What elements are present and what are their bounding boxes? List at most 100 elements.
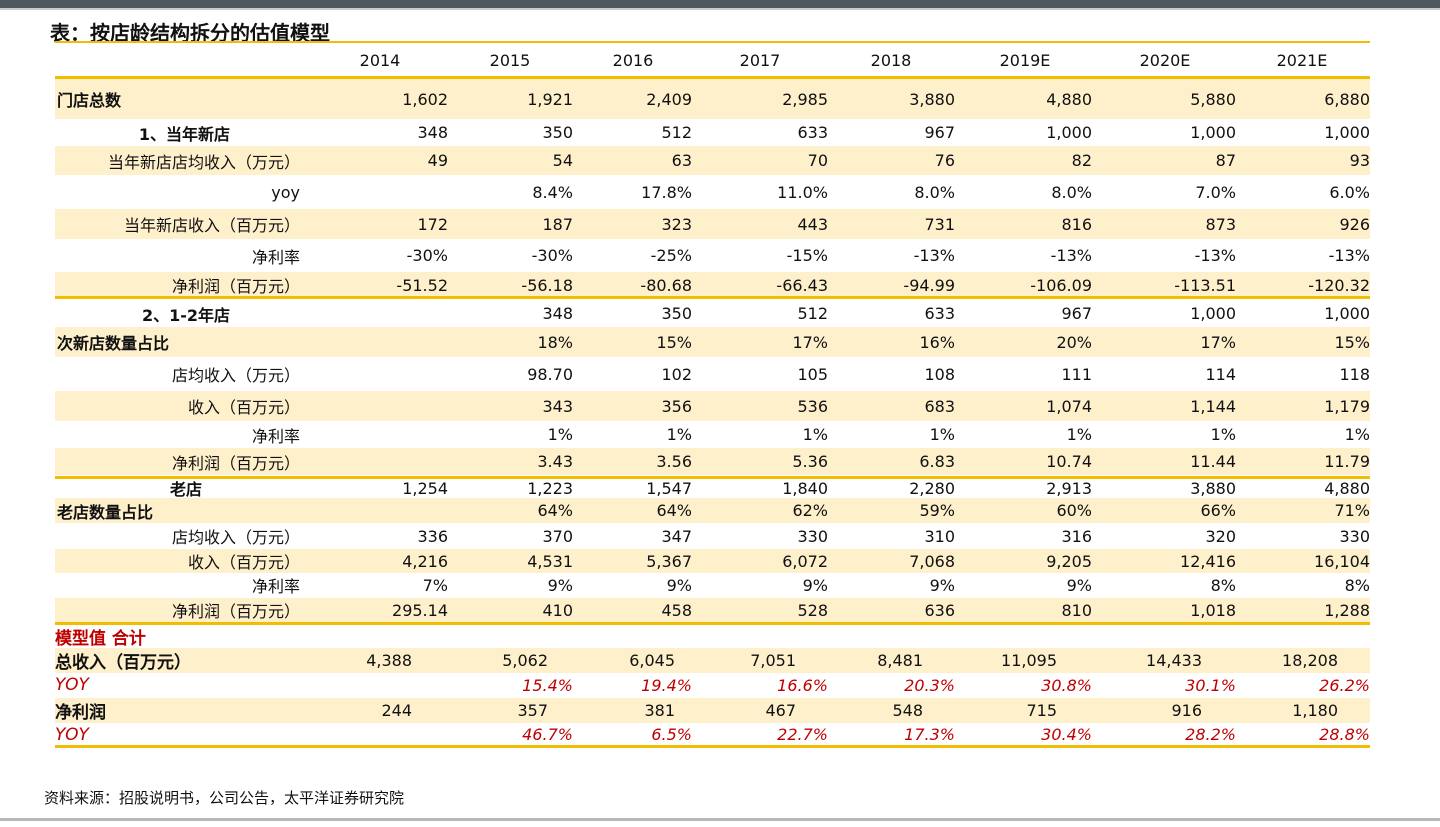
yoy-row: YOY 46.7% 6.5% 22.7% 17.3% 30.4% 28.2% 28.8% xyxy=(55,723,1370,746)
value-cell: 1,602 xyxy=(402,89,448,109)
table-row: 收入（百万元） 343 356 536 683 1,074 1,144 1,179 xyxy=(55,391,1370,421)
row-label: 净利率 xyxy=(251,426,300,446)
top-bar-shadow xyxy=(0,8,1440,10)
value-cell: 1,840 xyxy=(782,478,828,498)
section-rule xyxy=(55,296,1370,299)
value-cell: 3.43 xyxy=(537,452,573,471)
value-cell: 18% xyxy=(537,332,573,352)
row-label: yoy xyxy=(271,182,300,202)
column-header: 2021E xyxy=(1276,50,1328,70)
value-cell: -25% xyxy=(650,246,692,265)
value-cell: 633 xyxy=(797,123,828,142)
value-cell: -13% xyxy=(1194,246,1236,265)
table-row: 门店总数 1,602 1,921 2,409 2,985 3,880 4,880 5,880 6… xyxy=(55,79,1370,119)
row-label: 净利润（百万元） xyxy=(171,277,300,296)
total-row: 净利润 244 357 381 467 548 715 916 1,180 xyxy=(55,698,1370,723)
value-cell: 1,018 xyxy=(1190,600,1236,620)
value-cell: 2,280 xyxy=(909,478,955,498)
yoy-value: 22.7% xyxy=(777,725,828,744)
value-cell: 8.0% xyxy=(1051,182,1092,202)
table-row: 净利润（百万元） 3.43 3.56 5.36 6.83 10.74 11.44 11.79 xyxy=(55,448,1370,475)
value-cell: 11.0% xyxy=(777,182,828,202)
value-cell: 111 xyxy=(1061,364,1092,384)
section-rule xyxy=(55,476,1370,479)
value-cell: 443 xyxy=(797,214,828,234)
value-cell: -94.99 xyxy=(903,275,955,295)
value-cell: 410 xyxy=(542,600,573,620)
total-value: 467 xyxy=(765,701,796,720)
yoy-value: 46.7% xyxy=(522,725,573,744)
value-cell: 105 xyxy=(797,364,828,384)
summary-heading: 模型值 合计 xyxy=(55,628,146,649)
row-label: 净利润（百万元） xyxy=(171,453,300,473)
row-label: 净利润（百万元） xyxy=(171,602,300,621)
yoy-value: 6.5% xyxy=(651,725,692,744)
yoy-value: 28.2% xyxy=(1185,725,1236,744)
table-row: 收入（百万元） 4,216 4,531 5,367 6,072 7,068 9,205 12,… xyxy=(55,549,1370,573)
value-cell: 1% xyxy=(1210,425,1236,444)
value-cell: 108 xyxy=(924,364,955,384)
row-label: 当年新店店均收入（万元） xyxy=(107,152,300,172)
value-cell: 8% xyxy=(1344,575,1370,595)
total-value: 7,051 xyxy=(750,651,796,670)
value-cell: 731 xyxy=(924,214,955,234)
value-cell: 64% xyxy=(537,501,573,520)
value-cell: 64% xyxy=(656,501,692,520)
value-cell: 17.8% xyxy=(641,182,692,202)
total-value: 11,095 xyxy=(1001,651,1057,670)
value-cell: 1% xyxy=(666,425,692,444)
value-cell: 816 xyxy=(1061,214,1092,234)
total-value: 14,433 xyxy=(1146,651,1202,670)
value-cell: 71% xyxy=(1334,501,1370,520)
value-cell: 11.79 xyxy=(1324,452,1370,471)
value-cell: 6,880 xyxy=(1324,89,1370,109)
value-cell: 2,409 xyxy=(646,89,692,109)
value-cell: 1% xyxy=(802,425,828,444)
yoy-value: 30.4% xyxy=(1041,725,1092,744)
value-cell: -106.09 xyxy=(1030,275,1092,295)
value-cell: -13% xyxy=(1328,246,1370,265)
value-cell: 7,068 xyxy=(909,551,955,571)
value-cell: 12,416 xyxy=(1180,551,1236,571)
value-cell: 66% xyxy=(1200,501,1236,520)
value-cell: -15% xyxy=(786,246,828,265)
value-cell: 98.70 xyxy=(527,364,573,384)
value-cell xyxy=(338,498,448,523)
value-cell: 76 xyxy=(934,151,955,170)
yoy-value: 30.8% xyxy=(1041,675,1092,695)
yoy-row: YOY 15.4% 19.4% 16.6% 20.3% 30.8% 30.1% 26.2% xyxy=(55,673,1370,697)
row-label: 店均收入（万元） xyxy=(171,366,300,385)
column-header: 2017 xyxy=(739,50,781,70)
column-header: 2015 xyxy=(489,50,531,70)
total-value: 548 xyxy=(892,701,923,720)
value-cell: 1,288 xyxy=(1324,600,1370,620)
row-label: 净利率 xyxy=(251,577,300,596)
yoy-value: 19.4% xyxy=(641,675,692,695)
yoy-value xyxy=(338,723,448,746)
table-row: 1、当年新店 348 350 512 633 967 1,000 1,000 1,000 xyxy=(55,120,1370,145)
value-cell xyxy=(338,448,448,475)
yoy-value: 30.1% xyxy=(1185,675,1236,695)
value-cell: 3,880 xyxy=(1190,478,1236,498)
value-cell: 8.4% xyxy=(532,182,573,202)
value-cell xyxy=(338,358,448,390)
value-cell: 1,000 xyxy=(1190,123,1236,142)
value-cell: 330 xyxy=(797,526,828,546)
total-value: 18,208 xyxy=(1282,651,1338,670)
total-value: 381 xyxy=(644,701,675,720)
column-header: 2014 xyxy=(359,50,401,70)
total-value: 916 xyxy=(1171,701,1202,720)
value-cell: 9% xyxy=(666,575,692,595)
value-cell: 4,880 xyxy=(1046,89,1092,109)
value-cell: 9% xyxy=(929,575,955,595)
yoy-value: 28.8% xyxy=(1319,725,1370,744)
value-cell: 59% xyxy=(919,501,955,520)
value-cell: 336 xyxy=(417,526,448,546)
value-cell: 1,000 xyxy=(1324,304,1370,323)
value-cell: 1,223 xyxy=(527,478,573,498)
value-cell: 512 xyxy=(797,304,828,323)
value-cell: 17% xyxy=(1200,332,1236,352)
value-cell: 9% xyxy=(802,575,828,595)
table-row: 当年新店店均收入（万元） 49 54 63 70 76 82 87 93 xyxy=(55,146,1370,175)
value-cell: 93 xyxy=(1349,151,1370,170)
